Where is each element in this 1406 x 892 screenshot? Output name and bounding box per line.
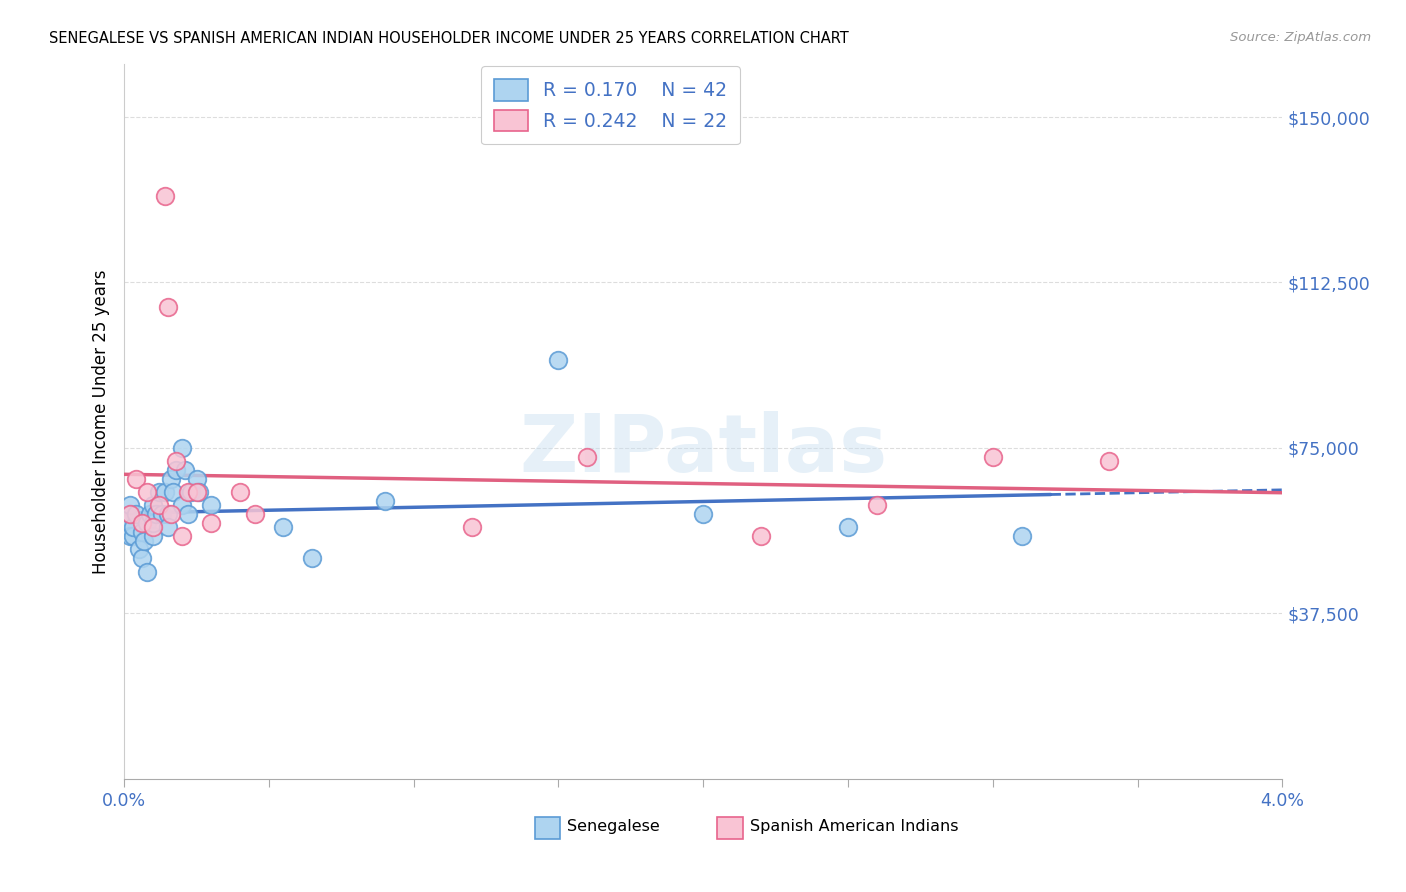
Point (301, 551, 323, 566)
Point (122, 529, 145, 543)
Point (118, 529, 141, 543)
Point (128, 542, 150, 557)
Point (243, 507, 266, 521)
Point (1097, 454, 1119, 468)
Point (122, 520, 145, 534)
Text: Spanish American Indians: Spanish American Indians (749, 819, 957, 834)
Point (159, 507, 181, 521)
Point (186, 485, 208, 500)
Point (200, 499, 222, 513)
Point (125, 507, 148, 521)
Point (131, 516, 153, 530)
Point (866, 499, 889, 513)
Text: Source: ZipAtlas.com: Source: ZipAtlas.com (1230, 31, 1371, 45)
Point (837, 520, 859, 534)
Point (139, 507, 162, 521)
Point (172, 499, 194, 513)
Point (273, 520, 295, 534)
Point (177, 485, 200, 500)
Point (981, 450, 1004, 464)
Point (142, 520, 165, 534)
Point (153, 189, 176, 203)
Point (148, 485, 170, 500)
Point (125, 472, 148, 486)
Point (156, 300, 179, 314)
Point (118, 507, 141, 521)
Point (131, 551, 153, 566)
Point (142, 516, 165, 530)
Point (118, 499, 141, 513)
Point (156, 520, 179, 534)
Point (150, 507, 173, 521)
Point (172, 441, 194, 455)
Point (142, 499, 165, 513)
Point (172, 529, 194, 543)
Point (188, 485, 211, 500)
Point (136, 565, 159, 579)
Point (200, 516, 222, 530)
Point (186, 472, 208, 486)
Point (374, 494, 396, 508)
Point (165, 463, 187, 477)
Point (145, 507, 167, 521)
Legend: R = 0.170    N = 42, R = 0.242    N = 22: R = 0.170 N = 42, R = 0.242 N = 22 (481, 66, 740, 145)
Point (692, 507, 714, 521)
Point (136, 516, 159, 530)
Text: SENEGALESE VS SPANISH AMERICAN INDIAN HOUSEHOLDER INCOME UNDER 25 YEARS CORRELAT: SENEGALESE VS SPANISH AMERICAN INDIAN HO… (49, 31, 849, 46)
Point (131, 524, 153, 539)
Point (153, 485, 176, 500)
Text: ZIPatlas: ZIPatlas (519, 411, 887, 489)
Point (165, 454, 187, 468)
Point (115, 516, 138, 530)
Point (136, 485, 159, 500)
Point (177, 507, 200, 521)
Y-axis label: Householder Income Under 25 years: Householder Income Under 25 years (93, 269, 110, 574)
Point (159, 472, 181, 486)
Point (174, 463, 197, 477)
Point (180, 485, 202, 500)
Point (162, 485, 184, 500)
Point (148, 499, 170, 513)
Point (134, 533, 156, 548)
Text: Senegalese: Senegalese (567, 819, 659, 834)
Point (115, 520, 138, 534)
Point (156, 507, 179, 521)
Point (1011, 529, 1033, 543)
Point (142, 529, 165, 543)
Point (460, 520, 482, 534)
Point (547, 352, 569, 367)
Point (749, 529, 772, 543)
Point (118, 507, 141, 521)
Point (229, 485, 252, 500)
Point (576, 450, 599, 464)
